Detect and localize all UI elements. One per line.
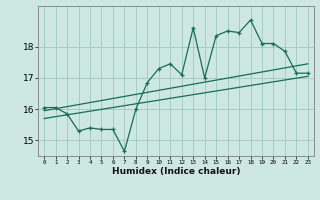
X-axis label: Humidex (Indice chaleur): Humidex (Indice chaleur) (112, 167, 240, 176)
